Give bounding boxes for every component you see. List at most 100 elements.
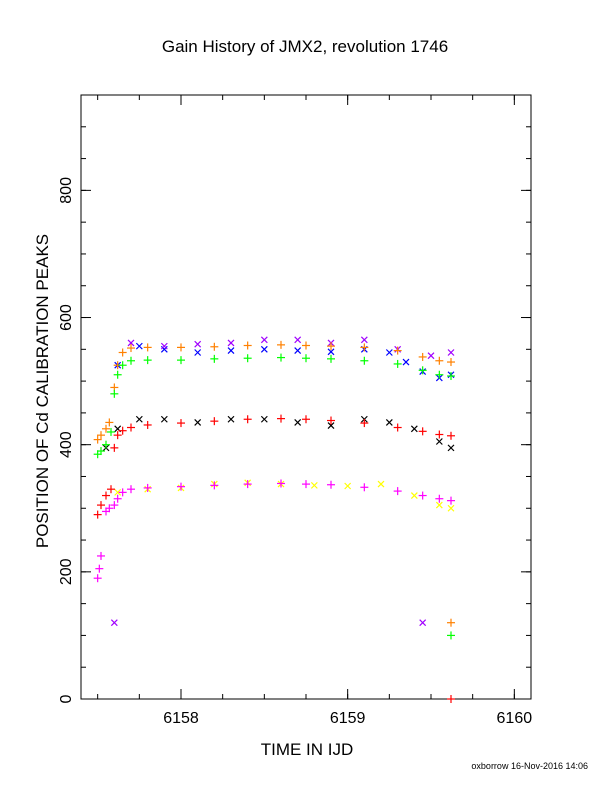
chart-title: Gain History of JMX2, revolution 1746 xyxy=(162,37,448,56)
data-point xyxy=(127,344,135,353)
data-point xyxy=(210,481,219,490)
data-point xyxy=(302,341,310,350)
data-point xyxy=(294,347,302,355)
data-point xyxy=(143,483,152,492)
data-point xyxy=(243,415,252,424)
y-axis-label: POSITION OF Cd CALIBRATION PEAKS xyxy=(33,234,52,548)
data-point xyxy=(110,389,119,398)
data-point xyxy=(277,414,285,423)
data-point xyxy=(127,339,135,347)
data-point xyxy=(194,340,202,348)
data-point xyxy=(127,423,135,432)
data-point xyxy=(177,419,185,428)
data-point xyxy=(344,482,352,490)
data-point xyxy=(418,427,427,436)
data-point xyxy=(418,352,427,361)
data-point xyxy=(177,482,185,491)
data-point xyxy=(105,418,114,427)
data-point xyxy=(294,419,302,426)
data-point xyxy=(210,354,219,363)
data-point xyxy=(97,447,105,456)
data-point xyxy=(118,488,127,497)
data-point xyxy=(260,336,268,344)
data-point xyxy=(118,361,127,370)
y-tick-label: 800 xyxy=(58,177,75,204)
data-point xyxy=(447,695,455,703)
data-point xyxy=(97,431,105,440)
data-point xyxy=(393,487,402,496)
data-point xyxy=(93,510,102,519)
data-point xyxy=(227,339,235,347)
data-point xyxy=(435,430,444,439)
data-point xyxy=(107,485,115,494)
data-point xyxy=(327,480,335,489)
data-point xyxy=(160,342,168,350)
data-point xyxy=(447,496,455,505)
data-point xyxy=(110,443,119,452)
data-point xyxy=(447,431,455,440)
data-point xyxy=(447,358,455,367)
data-point xyxy=(447,349,455,356)
data-point xyxy=(402,358,410,366)
data-point xyxy=(447,504,455,512)
data-point xyxy=(385,419,393,426)
data-point xyxy=(393,359,402,368)
data-point xyxy=(194,419,202,426)
data-point xyxy=(277,479,285,488)
data-point xyxy=(302,415,310,424)
data-point xyxy=(227,415,235,423)
data-point xyxy=(418,491,427,500)
data-point xyxy=(435,356,444,365)
data-point xyxy=(410,492,418,499)
data-point xyxy=(95,564,104,573)
data-point xyxy=(177,343,185,352)
data-point xyxy=(93,435,102,444)
data-point xyxy=(135,415,143,423)
data-point xyxy=(118,348,127,357)
data-point xyxy=(113,370,122,379)
x-tick-label: 6158 xyxy=(163,710,199,727)
data-point xyxy=(135,342,143,350)
y-tick-label: 200 xyxy=(58,558,75,585)
data-marks xyxy=(93,336,455,703)
data-point xyxy=(110,619,118,627)
data-point xyxy=(143,356,152,365)
data-point xyxy=(447,444,455,452)
data-point xyxy=(102,491,110,500)
data-point xyxy=(360,419,369,428)
x-tick-label: 6160 xyxy=(497,710,533,727)
data-point xyxy=(327,422,335,430)
data-point xyxy=(243,480,252,489)
data-point xyxy=(447,618,455,627)
data-point xyxy=(277,340,285,349)
data-point xyxy=(418,366,427,375)
data-point xyxy=(410,425,418,433)
data-point xyxy=(419,619,427,627)
data-point xyxy=(385,349,393,356)
data-point xyxy=(260,415,268,423)
data-point xyxy=(435,494,444,503)
data-point xyxy=(302,354,310,363)
data-point xyxy=(97,501,105,510)
data-point xyxy=(435,370,444,379)
data-point xyxy=(160,415,168,423)
data-point xyxy=(360,356,369,365)
data-point xyxy=(127,485,135,494)
x-axis-label: TIME IN IJD xyxy=(261,740,354,759)
data-point xyxy=(227,347,235,355)
footer-credit: oxborrow 16-Nov-2016 14:06 xyxy=(471,761,588,771)
y-tick-label: 600 xyxy=(58,304,75,331)
data-point xyxy=(177,356,185,365)
data-point xyxy=(160,345,168,353)
data-point xyxy=(435,438,443,445)
data-point xyxy=(447,631,455,640)
data-point xyxy=(113,494,122,503)
data-point xyxy=(93,574,102,583)
x-tick-label: 6159 xyxy=(330,710,366,727)
data-point xyxy=(110,501,119,510)
data-point xyxy=(435,501,443,509)
data-point xyxy=(327,348,335,356)
data-point xyxy=(118,426,127,435)
data-point xyxy=(393,346,402,355)
